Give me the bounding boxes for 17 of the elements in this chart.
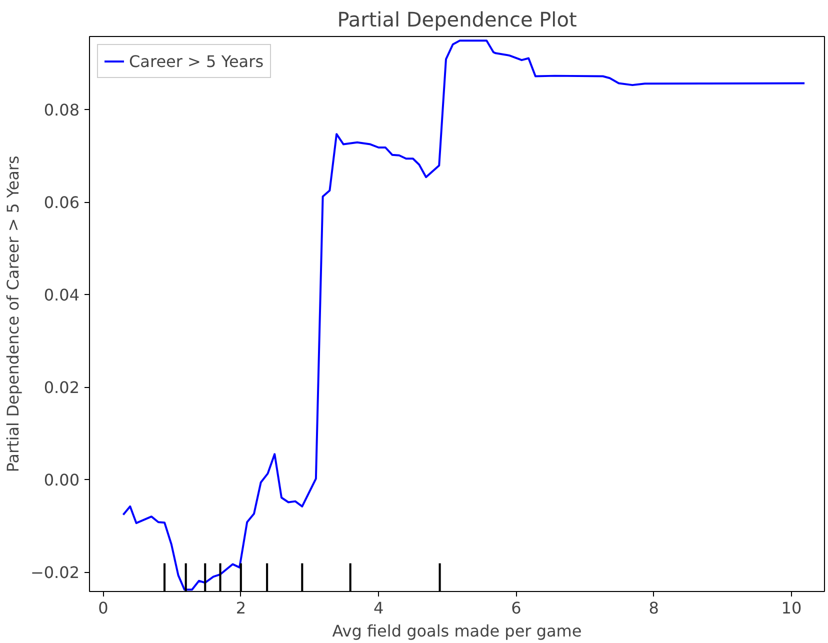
x-tick-label: 2 (236, 598, 246, 618)
line-series (122, 40, 806, 591)
x-tick-label: 10 (781, 598, 802, 618)
x-tick-label: 6 (511, 598, 522, 618)
legend-label: Career > 5 Years (129, 52, 264, 70)
x-tick-label: 0 (98, 598, 108, 618)
x-tick-label: 8 (648, 598, 659, 618)
x-axis-title: Avg field goals made per game (332, 622, 582, 640)
y-tick-label: 0.04 (44, 286, 80, 305)
y-tick-label: 0.02 (44, 378, 80, 398)
y-tick-label: 0.08 (44, 100, 80, 120)
y-tick-label: −0.02 (30, 563, 80, 582)
y-axis-title: Partial Dependence of Career > 5 Years (3, 156, 22, 472)
y-tick-label: 0.06 (44, 193, 80, 212)
x-tick-label: 4 (373, 598, 384, 618)
y-tick-label: 0.00 (44, 470, 80, 490)
chart-title: Partial Dependence Plot (337, 8, 577, 32)
